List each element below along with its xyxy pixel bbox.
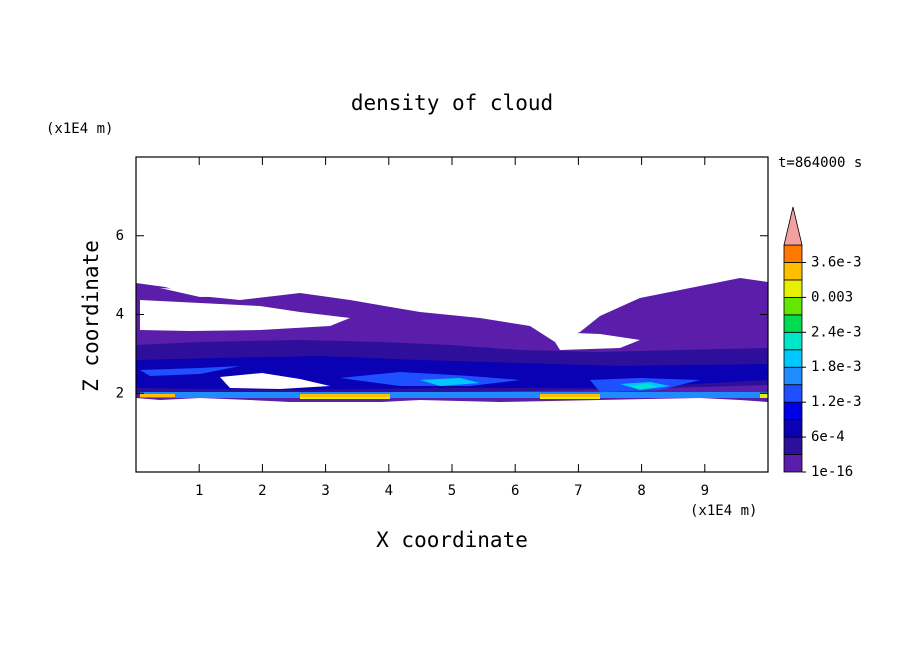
- x-unit: (x1E4 m): [690, 503, 757, 519]
- x-tick-label: 7: [574, 483, 582, 499]
- x-tick-label: 8: [637, 483, 645, 499]
- colorbar-band: [783, 262, 803, 281]
- y-axis-label: Z coordinate: [79, 240, 103, 392]
- time-label: t=864000 s: [778, 155, 862, 171]
- colorbar-band: [783, 296, 803, 316]
- x-tick-label: 1: [195, 483, 203, 499]
- colorbar-band: [783, 436, 803, 455]
- y-tick-label: 6: [116, 228, 124, 244]
- colorbar-tick-label: 1e-16: [811, 464, 853, 480]
- colorbar-band: [783, 384, 803, 403]
- colorbar-band: [783, 331, 803, 351]
- colorbar-tick-label: 1.2e-3: [811, 394, 862, 410]
- colorbar-band: [783, 279, 803, 298]
- colorbar-tick-label: 1.8e-3: [811, 359, 862, 375]
- colorbar-band: [783, 349, 803, 368]
- x-tick-label: 3: [321, 483, 329, 499]
- x-tick-label: 2: [258, 483, 266, 499]
- colorbar-tick-label: 0.003: [811, 289, 853, 305]
- y-tick-label: 2: [116, 385, 124, 401]
- colorbar-band: [783, 401, 803, 421]
- x-tick-label: 4: [385, 483, 393, 499]
- colorbar-tick-label: 3.6e-3: [811, 254, 862, 270]
- y-unit: (x1E4 m): [46, 121, 113, 137]
- colorbar-band: [783, 366, 803, 386]
- x-tick-label: 5: [448, 483, 456, 499]
- colorbar-tick-label: 6e-4: [811, 429, 845, 445]
- colorbar-band: [783, 314, 803, 333]
- colorbar-band: [783, 419, 803, 438]
- x-tick-label: 9: [701, 483, 709, 499]
- y-tick-label: 4: [116, 307, 124, 323]
- colorbar-extend: [783, 206, 803, 246]
- colorbar-band: [783, 454, 803, 473]
- cloud-field: [136, 278, 768, 402]
- x-axis-label: X coordinate: [376, 528, 528, 552]
- colorbar-tick-label: 2.4e-3: [811, 324, 862, 340]
- chart-title: density of cloud: [351, 91, 553, 115]
- x-tick-label: 6: [511, 483, 519, 499]
- colorbar-band: [783, 244, 803, 263]
